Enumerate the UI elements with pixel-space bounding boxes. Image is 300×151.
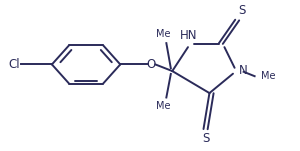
- Text: HN: HN: [180, 29, 197, 42]
- Text: Cl: Cl: [8, 58, 20, 71]
- Text: S: S: [202, 132, 210, 145]
- Text: Me: Me: [156, 101, 171, 111]
- Text: Me: Me: [156, 29, 171, 39]
- Text: S: S: [238, 4, 245, 18]
- Text: N: N: [238, 64, 247, 77]
- Text: Me: Me: [262, 71, 276, 81]
- Text: O: O: [147, 58, 156, 71]
